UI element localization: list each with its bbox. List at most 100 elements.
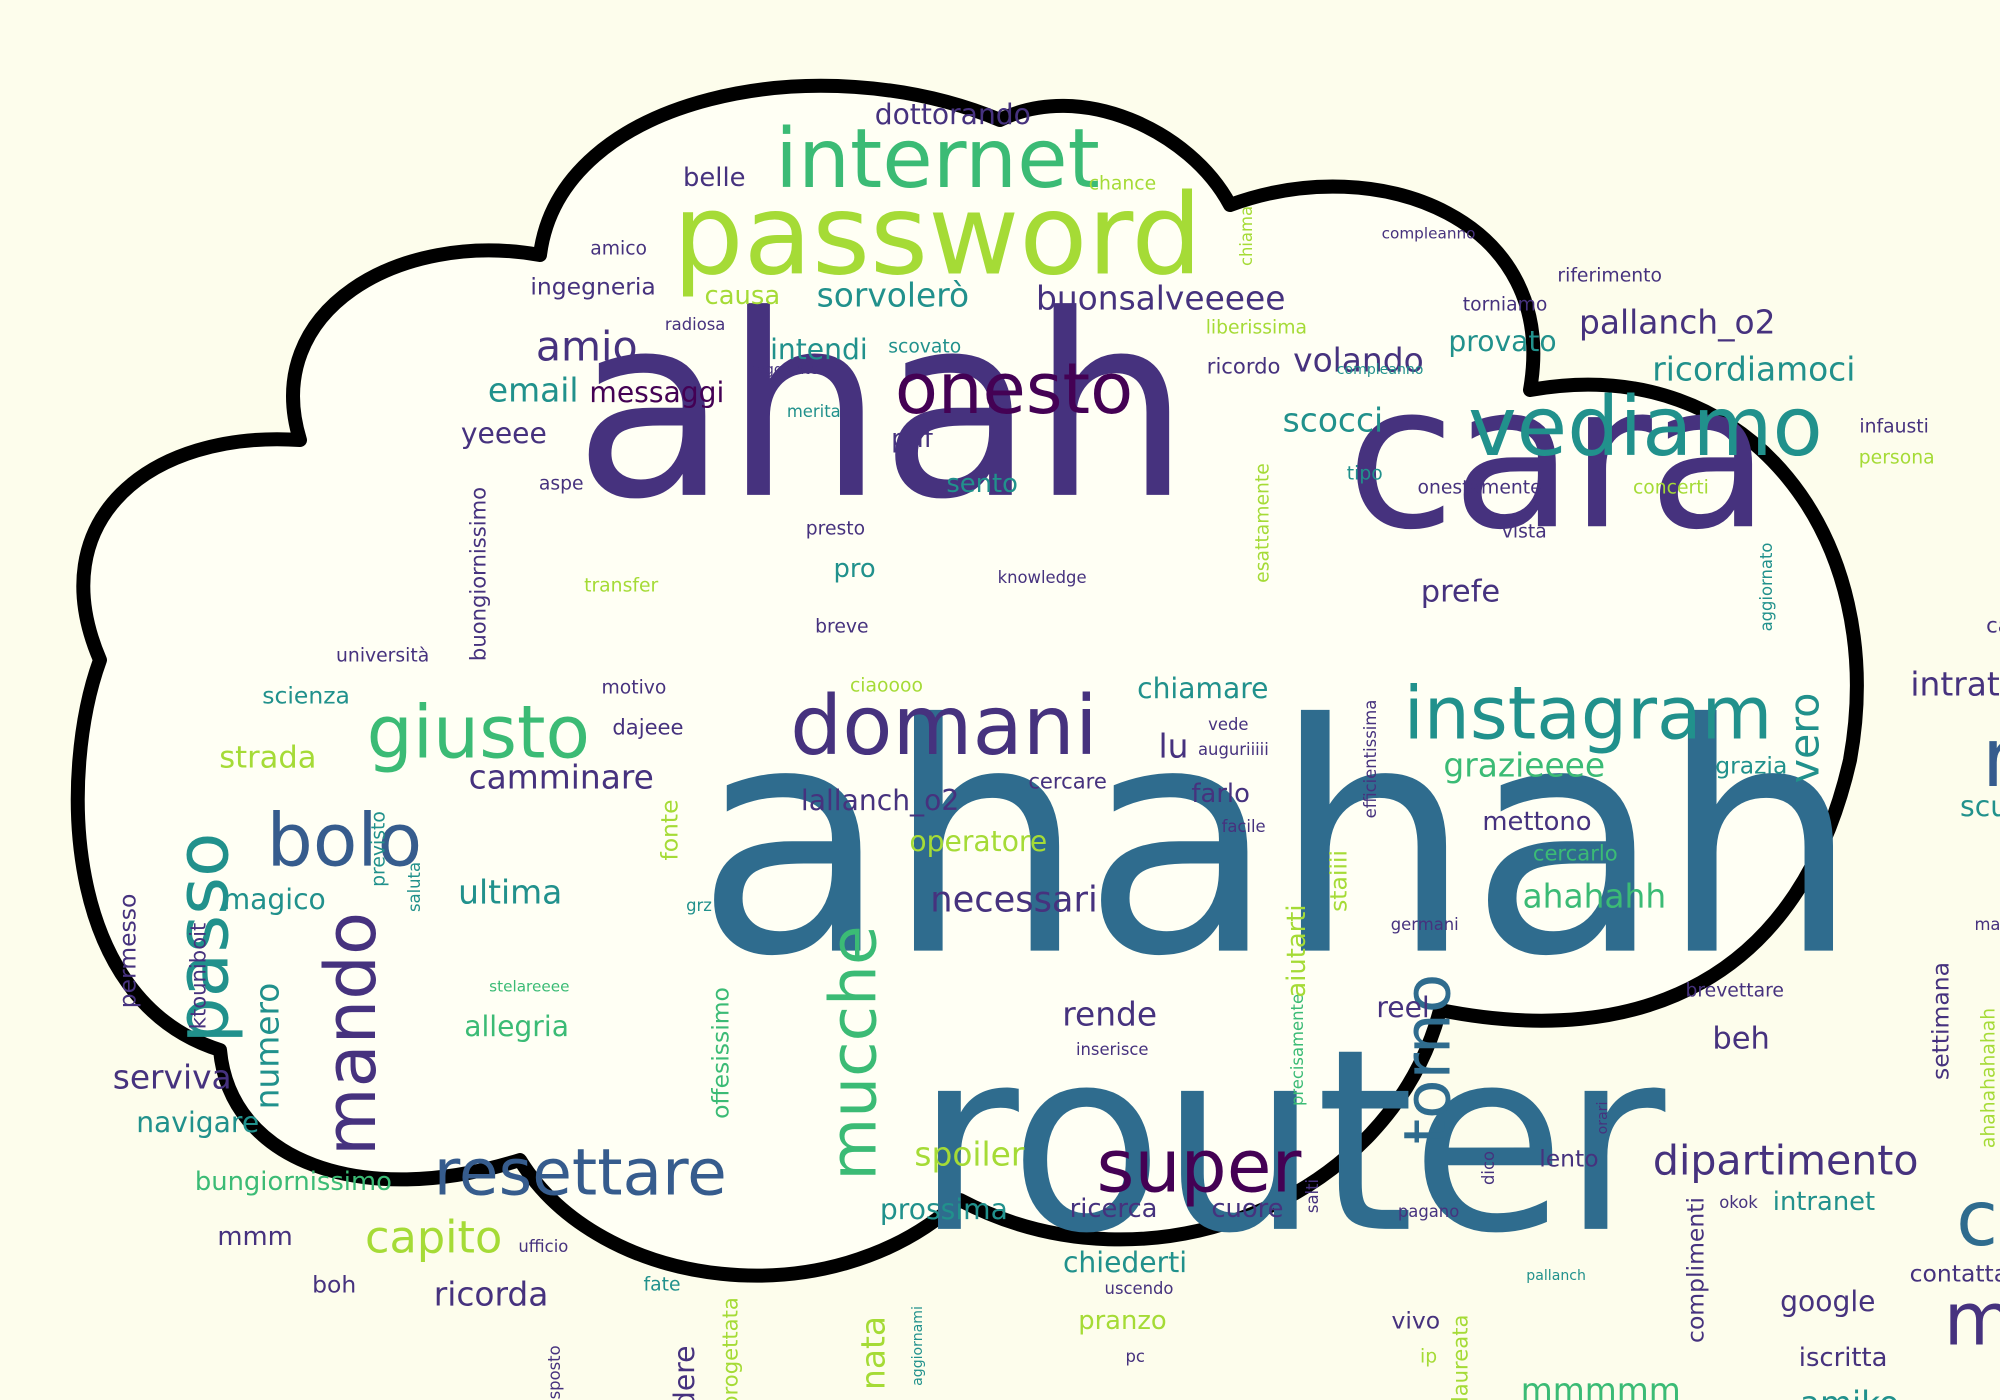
word-sento: sento bbox=[946, 469, 1018, 500]
word-domani: domani bbox=[790, 679, 1098, 775]
word-ktouniboit: ktouniboit bbox=[185, 923, 211, 1030]
word-scusa: scusa bbox=[1960, 789, 2000, 823]
word-router: router bbox=[915, 995, 1665, 1290]
word-chiederti: chiederti bbox=[1062, 1246, 1188, 1280]
word-compleanno: compleanno bbox=[1336, 362, 1424, 379]
word-raggiante: raggiante bbox=[750, 362, 819, 379]
word-universit-: università bbox=[336, 645, 430, 667]
word-facile: facile bbox=[1221, 816, 1266, 836]
word-volando: volando bbox=[1293, 341, 1424, 380]
word-intranet: intranet bbox=[1772, 1187, 1876, 1218]
word-ciao: ciao bbox=[1956, 1173, 2000, 1263]
word-merita: merita bbox=[786, 401, 841, 421]
word-cara: cara bbox=[1346, 342, 1770, 575]
word-uscendo: uscendo bbox=[1104, 1278, 1174, 1298]
word-mail: mail bbox=[1943, 1277, 2000, 1363]
word-ricordiamoci: ricordiamoci bbox=[1652, 350, 1856, 389]
word-farlo: farlo bbox=[1191, 779, 1250, 810]
word-navigare: navigare bbox=[136, 1105, 260, 1139]
word-ahahah: ahahah bbox=[695, 656, 1860, 1026]
word-email: email bbox=[487, 371, 579, 410]
word-buonsalveeeee: buonsalveeeee bbox=[1035, 279, 1286, 318]
word-google: google bbox=[1780, 1284, 1876, 1318]
word-beh: beh bbox=[1712, 1021, 1770, 1057]
word-bolo: bolo bbox=[266, 798, 423, 884]
word-carini: carini bbox=[1986, 612, 2000, 638]
word-riferimento: riferimento bbox=[1557, 265, 1662, 287]
word-risposto: risposto bbox=[544, 1345, 564, 1400]
word-saluta: saluta bbox=[404, 861, 424, 912]
word-permesso: permesso bbox=[112, 893, 141, 1009]
word-vediamo: vediamo bbox=[1468, 379, 1823, 475]
word-strada: strada bbox=[219, 741, 317, 777]
word-compleanno: compleanno bbox=[1381, 223, 1476, 242]
word-internet: internet bbox=[775, 111, 1100, 207]
word-orari: orari bbox=[1595, 1101, 1612, 1135]
word-previsto: previsto bbox=[368, 810, 390, 887]
word-pdf: pdf bbox=[891, 424, 933, 455]
word-scocci: scocci bbox=[1282, 401, 1384, 440]
word-rende: rende bbox=[1062, 995, 1158, 1034]
word-radiosa: radiosa bbox=[664, 315, 726, 335]
word-chiamare: chiamare bbox=[1137, 672, 1269, 706]
word-breve: breve bbox=[815, 616, 869, 638]
word-operatore: operatore bbox=[909, 825, 1048, 859]
word-pro: pro bbox=[833, 554, 876, 585]
word-lallanch-o2: lallanch_o2 bbox=[800, 784, 960, 818]
word-sorvoler-: sorvolerò bbox=[816, 276, 970, 315]
word-pagano: pagano bbox=[1397, 1202, 1460, 1222]
word-camminare: camminare bbox=[468, 759, 654, 798]
word-instagram: instagram bbox=[1403, 671, 1773, 757]
word-allegria: allegria bbox=[464, 1010, 569, 1044]
word-belle: belle bbox=[683, 162, 746, 193]
word-amiko: amiko bbox=[1800, 1387, 1899, 1400]
word-onesto: onesto bbox=[894, 348, 1134, 431]
word-onestamente: onestamente bbox=[1417, 477, 1542, 499]
word-ricerca: ricerca bbox=[1069, 1193, 1158, 1224]
word-ciaoooo: ciaoooo bbox=[849, 675, 923, 697]
word-riesco: riesco bbox=[1981, 711, 2000, 807]
word-capito: capito bbox=[365, 1211, 503, 1264]
word-prossima: prossima bbox=[879, 1192, 1008, 1226]
word-efficientissima: efficientissima bbox=[1360, 699, 1380, 819]
word-fate: fate bbox=[643, 1275, 681, 1297]
word-pc: pc bbox=[1125, 1346, 1145, 1366]
word-necessari: necessari bbox=[930, 879, 1098, 921]
word-intrattenuta: intrattenuta bbox=[1910, 665, 2000, 704]
word-ip: ip bbox=[1419, 1346, 1438, 1368]
word-messaggi: messaggi bbox=[589, 375, 725, 409]
word-bungiornissimo: bungiornissimo bbox=[194, 1167, 392, 1198]
word-ricorda: ricorda bbox=[433, 1275, 549, 1314]
word-okok: okok bbox=[1719, 1193, 1758, 1213]
word-iscritta: iscritta bbox=[1798, 1343, 1888, 1374]
word-pallanch-o2: pallanch_o2 bbox=[1579, 303, 1776, 342]
word-liberissima: liberissima bbox=[1205, 317, 1308, 339]
word-yeeee: yeeee bbox=[460, 416, 547, 450]
word-mmm: mmm bbox=[217, 1222, 293, 1252]
word-precisamente: precisamente bbox=[1288, 994, 1308, 1107]
word-inserisce: inserisce bbox=[1075, 1040, 1149, 1060]
word-motivo: motivo bbox=[601, 677, 667, 699]
word-buongiornissimo: buongiornissimo bbox=[465, 487, 491, 662]
word-pallanch: pallanch bbox=[1526, 1268, 1586, 1285]
word-presto: presto bbox=[805, 518, 866, 540]
word-germani: germani bbox=[1390, 915, 1459, 935]
word-progettata: progettata bbox=[717, 1296, 743, 1400]
word-ahahahh: ahahahh bbox=[1522, 877, 1667, 916]
word-causa: causa bbox=[704, 281, 781, 312]
word-vivo: vivo bbox=[1391, 1306, 1441, 1335]
word-boh: boh bbox=[312, 1270, 357, 1299]
word-grazia: grazia bbox=[1715, 750, 1788, 779]
word-concerti: concerti bbox=[1632, 477, 1709, 499]
word-pranzo: pranzo bbox=[1078, 1306, 1167, 1337]
word-cercarlo: cercarlo bbox=[1532, 839, 1618, 865]
word-lu: lu bbox=[1158, 727, 1189, 766]
word-chiama: chiama bbox=[1237, 206, 1257, 267]
word-dottorando: dottorando bbox=[874, 97, 1031, 131]
word-grazieeee: grazieeee bbox=[1443, 746, 1606, 785]
word-numero: numero bbox=[248, 983, 287, 1110]
word-chance: chance bbox=[1088, 173, 1157, 195]
word-infausti: infausti bbox=[1859, 416, 1929, 438]
word-super: super bbox=[1096, 1124, 1302, 1210]
